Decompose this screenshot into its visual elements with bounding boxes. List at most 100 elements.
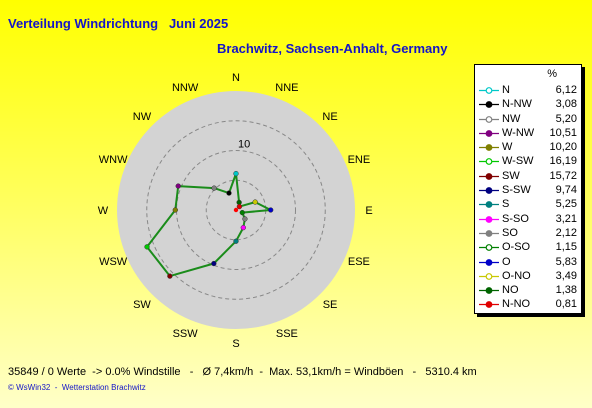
legend-value: 5,83 <box>555 255 577 268</box>
data-point-nnw <box>226 190 232 196</box>
legend-label: NW <box>502 112 521 125</box>
legend-value: 1,38 <box>555 284 577 297</box>
direction-label-ene: ENE <box>348 154 371 166</box>
legend-label: O <box>502 255 511 268</box>
chart-location: Brachwitz, Sachsen-Anhalt, Germany <box>217 41 448 56</box>
legend-item: NW 5,20 <box>475 112 581 126</box>
legend-label: N <box>502 84 510 96</box>
legend-value: 10,20 <box>549 141 577 154</box>
legend-value: 2,12 <box>555 226 577 239</box>
center-marker <box>233 207 239 213</box>
data-point-se <box>242 216 248 222</box>
legend-value: 9,74 <box>555 184 577 197</box>
data-point-e <box>268 207 274 213</box>
legend-label: S-SW <box>502 184 531 197</box>
legend-rows: N 6,12 N-NW 3,08 NW 5,20 W-NW 10,51 W 10,20 W-SW 16… <box>475 83 581 312</box>
legend-label: SO <box>502 226 518 239</box>
legend-marker-icon <box>479 258 499 266</box>
direction-label-e: E <box>365 205 372 217</box>
legend-value: 6,12 <box>555 84 577 96</box>
legend-value: 1,15 <box>555 241 577 254</box>
legend-marker-icon <box>479 272 499 280</box>
legend-label: NO <box>502 284 519 297</box>
legend-item: S 5,25 <box>475 197 581 211</box>
direction-label-n: N <box>232 72 240 84</box>
legend-item: N 6,12 <box>475 83 581 97</box>
legend-item: O 5,83 <box>475 255 581 269</box>
legend-value: 15,72 <box>549 169 577 182</box>
data-point-ene <box>252 199 258 205</box>
legend-marker-icon <box>479 158 499 166</box>
data-point-wnw <box>175 183 181 189</box>
legend-marker-icon <box>479 244 499 252</box>
data-point-wsw <box>144 244 150 250</box>
legend-marker-icon <box>479 187 499 194</box>
legend-item: NO 1,38 <box>475 283 581 297</box>
direction-label-se: SE <box>323 299 338 311</box>
legend-marker-icon <box>479 101 499 109</box>
legend-item: S-SO 3,21 <box>475 212 581 226</box>
data-point-ssw <box>211 260 217 267</box>
direction-label-nnw: NNW <box>172 82 199 94</box>
credit-line: © WsWin32 - Wetterstation Brachwitz <box>8 383 146 392</box>
direction-label-ssw: SSW <box>173 328 199 340</box>
stats-line: 35849 / 0 Werte -> 0.0% Windstille - Ø 7… <box>8 366 477 378</box>
data-point-w <box>172 207 178 213</box>
data-point-s <box>233 238 239 244</box>
legend-label: W <box>502 141 513 154</box>
legend-item: N-NW 3,08 <box>475 97 581 111</box>
legend-box: % N 6,12 N-NW 3,08 NW 5,20 W-NW 10,51 W 10,20 W-SW… <box>474 64 582 314</box>
direction-label-wsw: WSW <box>99 256 128 268</box>
direction-label-nne: NNE <box>275 82 298 94</box>
legend-label: O-SO <box>502 241 531 254</box>
legend-item: S-SW 9,74 <box>475 183 581 197</box>
data-point-sse <box>240 224 246 231</box>
legend-value: 3,49 <box>555 269 577 282</box>
legend-label: S <box>502 198 510 211</box>
data-point-nw <box>211 185 217 191</box>
legend-label: N-NO <box>502 298 531 311</box>
legend-marker-icon <box>479 144 499 152</box>
legend-value: 0,81 <box>555 298 577 311</box>
legend-value: 5,25 <box>555 198 577 211</box>
legend-marker-icon <box>479 87 499 94</box>
legend-marker-icon <box>479 215 499 223</box>
legend-item: O-SO 1,15 <box>475 240 581 254</box>
legend-marker-icon <box>479 172 499 180</box>
legend-label: N-NW <box>502 98 532 111</box>
direction-label-sse: SSE <box>276 328 298 340</box>
legend-marker-icon <box>479 129 499 137</box>
legend-marker-icon <box>479 287 499 295</box>
grid-ring-3 <box>146 120 326 300</box>
legend-label: W-NW <box>502 126 535 139</box>
legend-value: 3,21 <box>555 212 577 225</box>
chart-title: Verteilung Windrichtung Juni 2025 <box>8 16 229 31</box>
legend-item: W 10,20 <box>475 140 581 154</box>
direction-label-w: W <box>98 205 109 217</box>
legend-item: N-NO 0,81 <box>475 297 581 311</box>
direction-label-ne: NE <box>322 111 337 123</box>
legend-marker-icon <box>479 301 499 309</box>
legend-item: O-NO 3,49 <box>475 269 581 283</box>
direction-label-nw: NW <box>133 111 152 123</box>
direction-label-ese: ESE <box>348 256 370 268</box>
legend-item: W-NW 10,51 <box>475 126 581 140</box>
legend-marker-icon <box>479 230 499 237</box>
legend-value: 5,20 <box>555 112 577 125</box>
legend-label: SW <box>502 169 520 182</box>
legend-value: 3,08 <box>555 98 577 111</box>
data-point-ne <box>236 203 243 210</box>
data-point-ese <box>239 209 245 216</box>
legend-marker-icon <box>479 115 499 123</box>
legend-item: SW 15,72 <box>475 169 581 183</box>
grid-ring-2 <box>176 150 296 270</box>
legend-unit: % <box>547 68 557 80</box>
direction-label-wnw: WNW <box>99 154 128 166</box>
data-point-n <box>233 170 239 177</box>
legend-item: SO 2,12 <box>475 226 581 240</box>
data-point-sw <box>167 273 173 279</box>
legend-item: W-SW 16,19 <box>475 154 581 168</box>
legend-label: S-SO <box>502 212 529 225</box>
legend-label: O-NO <box>502 269 531 282</box>
